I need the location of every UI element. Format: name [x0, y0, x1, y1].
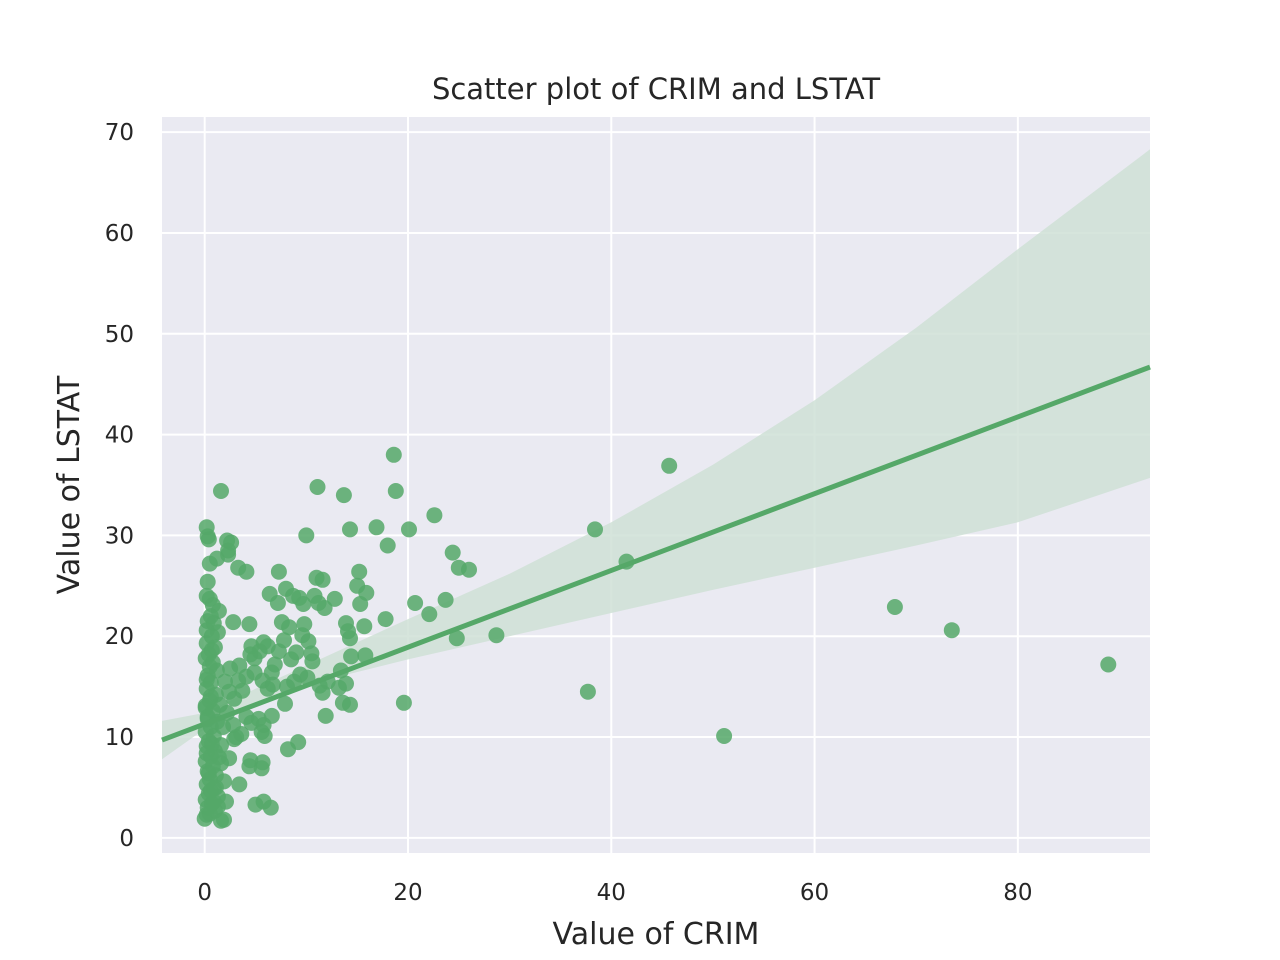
scatter-point [201, 805, 218, 822]
y-tick-label: 40 [105, 423, 134, 449]
y-tick-label: 20 [105, 624, 134, 650]
scatter-point [716, 728, 733, 744]
scatter-point [222, 660, 239, 677]
scatter-point [298, 527, 315, 544]
scatter-point [290, 734, 307, 751]
scatter-point [226, 690, 243, 707]
scatter-point [213, 483, 229, 499]
scatter-point [387, 483, 404, 499]
scatter-point [317, 707, 334, 724]
scatter-point [231, 776, 248, 793]
scatter-point [368, 519, 385, 536]
chart-title: Scatter plot of CRIM and LSTAT [432, 72, 880, 106]
scatter-point [488, 627, 505, 644]
scatter-point [326, 590, 343, 607]
y-tick-labels: 0 10 20 30 40 50 60 70 [105, 120, 134, 852]
y-tick-label: 0 [119, 826, 134, 852]
x-tick-label: 0 [197, 880, 212, 906]
regression-line [161, 364, 1151, 743]
scatter-point [334, 694, 351, 711]
scatter-point [241, 758, 258, 775]
scatter-point [198, 671, 215, 688]
scatter-point [281, 619, 298, 636]
scatter-point [1100, 656, 1117, 673]
scatter-point [461, 561, 477, 578]
scatter-point [199, 573, 216, 590]
scatter-point [343, 648, 360, 665]
scatter-point [226, 731, 243, 748]
scatter-point [203, 642, 220, 659]
scatter-point [253, 760, 270, 777]
scatter-point [401, 521, 417, 538]
scatter-point [316, 600, 333, 616]
scatter-point [294, 627, 311, 644]
scatter-point [426, 507, 443, 524]
scatter-point [579, 683, 596, 700]
scatter-point [256, 728, 273, 744]
scatter-point [444, 544, 461, 561]
scatter-point [270, 563, 287, 580]
y-tick-label: 50 [105, 322, 134, 348]
scatter-point [200, 765, 217, 782]
x-tick-labels: 0 20 40 60 80 [197, 880, 1032, 906]
scatter-point [225, 614, 242, 631]
scatter-point [448, 630, 465, 647]
scatter-point [587, 521, 603, 538]
scatter-point [377, 611, 394, 628]
y-tick-label: 30 [105, 523, 134, 549]
scatter-point [379, 537, 396, 554]
scatter-point [200, 531, 217, 548]
scatter-point [351, 563, 368, 580]
scatter-point [264, 676, 281, 693]
scatter-point [262, 799, 279, 816]
scatter-point [213, 737, 229, 754]
scatter-point [437, 591, 454, 608]
scatter-point [283, 651, 300, 668]
y-tick-label: 10 [105, 725, 134, 751]
confidence-band [162, 149, 1150, 760]
scatter-point [277, 695, 293, 712]
x-tick-label: 60 [800, 880, 829, 906]
scatter-point [207, 779, 224, 796]
scatter-point [421, 606, 438, 623]
scatter-point [221, 750, 238, 767]
y-axis-label: Value of LSTAT [52, 375, 87, 594]
scatter-point [241, 616, 258, 633]
x-axis-label: Value of CRIM [553, 917, 760, 952]
scatter-point [304, 653, 321, 670]
x-tick-label: 20 [393, 880, 422, 906]
y-tick-label: 70 [105, 120, 134, 146]
scatter-point [407, 595, 424, 611]
scatter-point [342, 630, 358, 647]
scatter-points [196, 446, 1117, 829]
scatter-point [242, 646, 259, 663]
scatter-point [269, 595, 286, 611]
scatter-point [238, 563, 255, 580]
scatter-point [943, 622, 960, 639]
scatter-point [201, 555, 218, 572]
scatter-point [215, 719, 231, 735]
scatter-point [238, 668, 255, 685]
scatter-point [385, 446, 402, 463]
scatter-point [216, 811, 232, 828]
scatter-point [308, 569, 325, 586]
y-tick-label: 60 [105, 221, 134, 247]
scatter-point [335, 487, 352, 504]
scatter-point [238, 708, 255, 725]
scatter-point [395, 694, 412, 711]
scatter-point [352, 596, 369, 612]
scatter-point [219, 532, 236, 549]
x-tick-label: 40 [597, 880, 626, 906]
scatter-point [278, 580, 294, 597]
scatter-point [342, 521, 358, 538]
scatter-point [205, 793, 222, 810]
scatter-point [886, 599, 903, 615]
scatter-point [309, 479, 326, 495]
scatter-point [356, 618, 373, 635]
x-tick-label: 80 [1003, 880, 1032, 906]
scatter-point [198, 622, 215, 639]
scatter-point [211, 696, 228, 713]
scatter-point [661, 457, 678, 474]
